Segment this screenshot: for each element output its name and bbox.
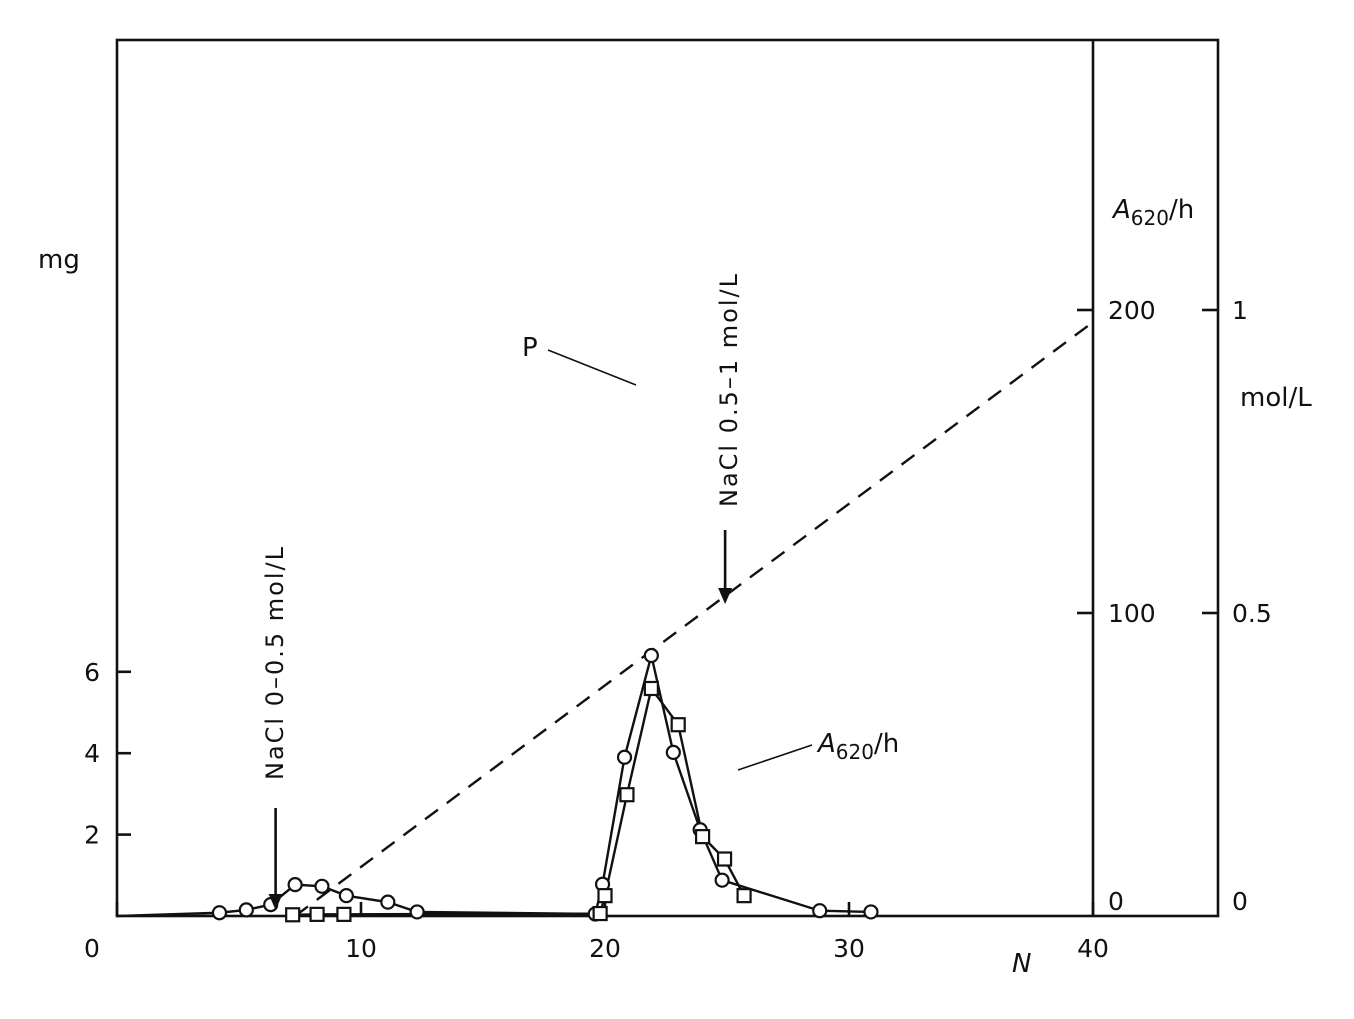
x-tick-label: 30 (833, 934, 865, 963)
y-left-axis-label: mg (38, 245, 80, 275)
a620-label-leader (737, 744, 813, 771)
point-a620 (619, 787, 635, 803)
annotation-nacl-0.5-1: NaCl 0.5–1 mol/L (715, 272, 743, 507)
y-outer-tick-label: 0 (1232, 887, 1248, 916)
point-p (211, 905, 228, 921)
annotation-nacl-0-0.5: NaCl 0–0.5 mol/L (261, 545, 289, 780)
y-inner-tick-label: 100 (1108, 599, 1156, 628)
point-p (714, 872, 730, 888)
point-a620 (309, 906, 325, 922)
point-a620 (694, 829, 711, 845)
series-p-line (116, 655, 871, 918)
y-left-tick-label: 6 (84, 658, 100, 687)
point-p (287, 877, 303, 893)
point-a620 (643, 680, 659, 697)
point-p (338, 888, 354, 904)
point-a620 (336, 906, 352, 922)
point-p (409, 904, 425, 920)
series-p-label: P (522, 333, 538, 363)
annotation-arrow-1-head (268, 894, 283, 910)
y-left-tick-label: 2 (84, 821, 100, 850)
point-a620 (285, 907, 301, 923)
y-inner-tick-label: 0 (1108, 887, 1124, 916)
point-a620 (670, 717, 686, 733)
point-p (314, 878, 330, 894)
y-right-inner-axis-label: A620/h (1111, 195, 1194, 230)
x-axis-label: N (1012, 949, 1031, 979)
series-a620-label: A620/h (816, 729, 899, 764)
labels-group: mg mol/L A620/h N P A620/h NaCl 0–0.5 mol/L NaC… (38, 195, 1312, 979)
point-a620 (736, 888, 752, 904)
plot-frame (115, 38, 1220, 918)
y-outer-tick-label: 1 (1232, 296, 1248, 325)
point-a620 (592, 905, 608, 922)
point-p (643, 647, 659, 664)
p-label-leader (547, 349, 637, 386)
y-right-outer-axis-label: mol/L (1240, 383, 1312, 413)
x-tick-label: 10 (345, 934, 377, 963)
y-outer-tick-label: 0.5 (1232, 599, 1272, 628)
markers-group (211, 647, 879, 923)
point-p (665, 744, 681, 760)
point-p (863, 904, 879, 920)
x-tick-label: 40 (1077, 934, 1109, 963)
point-p (380, 894, 396, 910)
y-left-tick-label: 4 (84, 739, 100, 768)
point-p (238, 902, 254, 918)
point-a620 (716, 851, 733, 867)
axes: 0 10 20 30 40 2 4 6 0 100 200 0 0.5 1 (84, 38, 1272, 963)
x-tick-label: 20 (589, 934, 621, 963)
x-tick-label: 0 (84, 934, 100, 963)
point-p (812, 903, 828, 919)
y-inner-tick-label: 200 (1108, 296, 1156, 325)
annotation-arrow-2-head (718, 588, 733, 604)
point-a620 (597, 888, 613, 904)
point-p (616, 749, 633, 765)
gradient-line (294, 321, 1094, 917)
